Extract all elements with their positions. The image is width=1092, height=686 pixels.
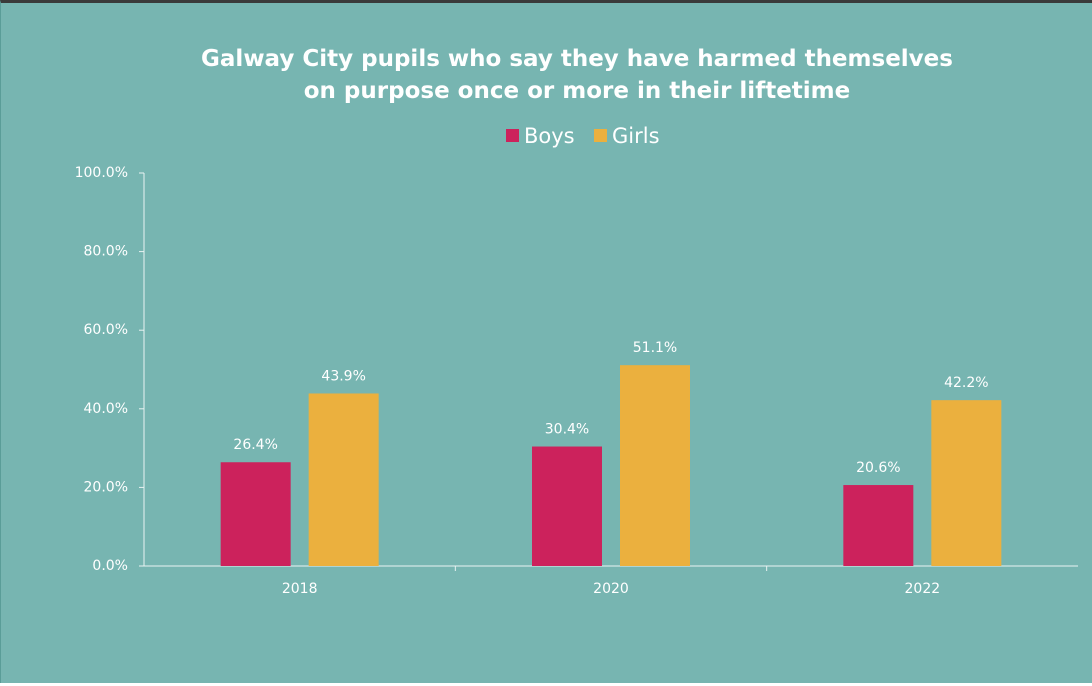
x-tick-label: 2022 [905, 581, 941, 597]
chart-title: Galway City pupils who say they have har… [201, 46, 953, 104]
legend-label: Boys [524, 124, 575, 148]
y-tick-label: 100.0% [75, 165, 128, 181]
plot: 0.0% 20.0% 40.0% 60.0% 80.0% 100.0% Boys Girls 2… [75, 124, 1078, 597]
x-tick-label: 2018 [282, 581, 318, 597]
bar [843, 485, 914, 566]
y-tick-label: 20.0% [84, 479, 128, 495]
legend-swatch [506, 129, 519, 142]
bar [308, 393, 379, 566]
bar [931, 400, 1002, 566]
value-label: 51.1% [633, 340, 677, 356]
y-tick-label: 80.0% [84, 244, 128, 260]
y-tick-label: 60.0% [84, 322, 128, 338]
legend-swatch [594, 129, 607, 142]
y-tick-label: 40.0% [84, 401, 128, 417]
legend-label: Girls [612, 124, 660, 148]
bar [220, 462, 291, 566]
value-label: 20.6% [856, 460, 900, 476]
x-tick-label: 2020 [593, 581, 629, 597]
y-tick-label: 0.0% [92, 558, 128, 574]
bar [620, 365, 690, 566]
value-label: 43.9% [321, 368, 365, 384]
value-label: 42.2% [944, 375, 988, 391]
value-label: 30.4% [545, 422, 589, 438]
value-label: 26.4% [233, 437, 277, 453]
bar [532, 446, 602, 566]
